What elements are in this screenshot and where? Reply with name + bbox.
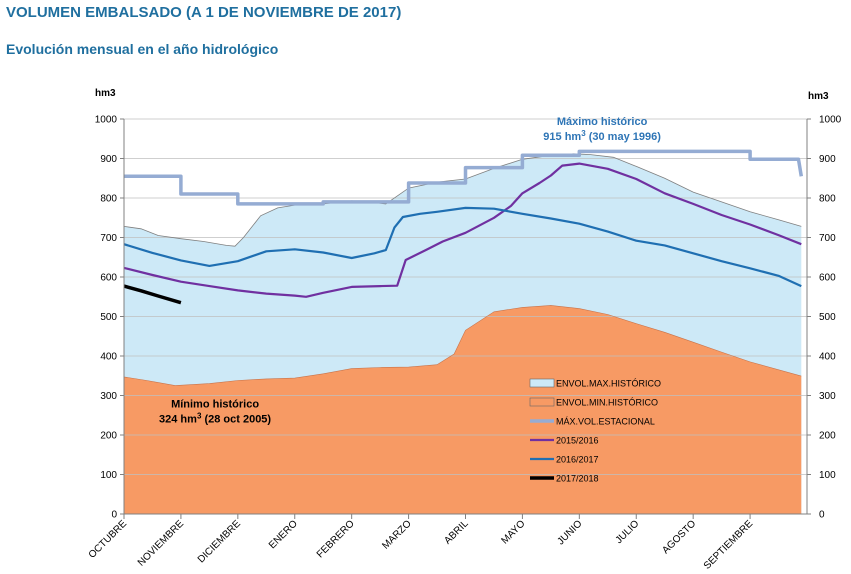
y-tick-label-right: 500 [819, 312, 836, 323]
x-tick-label: AGOSTO [660, 518, 698, 556]
legend-label: MÁX.VOL.ESTACIONAL [556, 417, 655, 427]
series-line-s2017 [123, 284, 182, 305]
y-tick-label-left: 100 [100, 470, 117, 481]
x-tick-label: JULIO [614, 518, 642, 546]
series-line-max_vol [124, 149, 804, 206]
series-line-s2015 [123, 162, 802, 298]
annotation-title: Mínimo histórico [171, 398, 259, 410]
y-tick-label-left: 300 [100, 391, 117, 402]
y-tick-label-left: 700 [100, 233, 117, 244]
x-tick-label: MAYO [499, 518, 527, 546]
y-tick-label-left: 600 [100, 273, 117, 284]
y-axis-unit-left: hm3 [95, 88, 116, 99]
envol-min-outline [123, 305, 802, 386]
y-tick-label-left: 1000 [95, 115, 118, 126]
legend: ENVOL.MAX.HISTÓRICO ENVOL.MIN.HISTÓRICO MÁ… [529, 378, 661, 484]
legend-label: ENVOL.MAX.HISTÓRICO [556, 379, 661, 389]
x-tick-label: JUNIO [555, 518, 584, 547]
annotation-value: 324 hm3 (28 oct 2005) [159, 411, 271, 425]
y-tick-label-right: 400 [819, 352, 836, 363]
legend-label: 2017/2018 [556, 474, 599, 484]
y-tick-label-right: 800 [819, 194, 836, 205]
y-tick-label-right: 1000 [819, 115, 842, 126]
y-tick-label-right: 300 [819, 391, 836, 402]
legend-label: 2015/2016 [556, 436, 599, 446]
legend-swatch [529, 378, 555, 388]
series-line-s2016 [123, 206, 802, 288]
x-tick-label: MARZO [380, 518, 413, 551]
x-tick-label: NOVIEMBRE [136, 518, 186, 568]
y-tick-label-right: 600 [819, 273, 836, 284]
y-tick-label-left: 400 [100, 352, 117, 363]
gridlines [124, 118, 807, 515]
y-tick-label-right: 100 [819, 470, 836, 481]
x-tick-label: OCTUBRE [87, 518, 130, 561]
y-tick-label-right: 200 [819, 431, 836, 442]
annotation-title: Máximo histórico [557, 116, 648, 128]
x-tick-label: ENERO [267, 518, 300, 551]
area-layer [124, 153, 802, 515]
x-tick-label: DICIEMBRE [196, 518, 243, 565]
page-title: VOLUMEN EMBALSADO (A 1 DE NOVIEMBRE DE 2… [6, 4, 402, 21]
line-layer [123, 149, 804, 386]
y-tick-label-left: 200 [100, 431, 117, 442]
page-subtitle: Evolución mensual en el año hidrológico [6, 41, 279, 57]
y-axis-unit-right: hm3 [808, 91, 829, 102]
y-tick-label-left: 0 [111, 510, 117, 521]
y-tick-label-right: 700 [819, 233, 836, 244]
y-tick-label-left: 800 [100, 194, 117, 205]
envol-min-area [124, 305, 802, 514]
legend-label: ENVOL.MIN.HISTÓRICO [556, 398, 658, 408]
y-tick-label-right: 0 [819, 510, 825, 521]
y-tick-label-left: 900 [100, 154, 117, 165]
y-tick-label-left: 500 [100, 312, 117, 323]
legend-swatch [529, 397, 555, 407]
x-tick-label: FEBRERO [315, 518, 357, 560]
legend-label: 2016/2017 [556, 455, 599, 465]
x-tick-label: ABRIL [442, 518, 471, 547]
x-tick-label: SEPTIEMBRE [702, 518, 756, 572]
annotation-value: 915 hm3 (30 may 1996) [543, 129, 661, 143]
y-tick-label-right: 900 [819, 154, 836, 165]
